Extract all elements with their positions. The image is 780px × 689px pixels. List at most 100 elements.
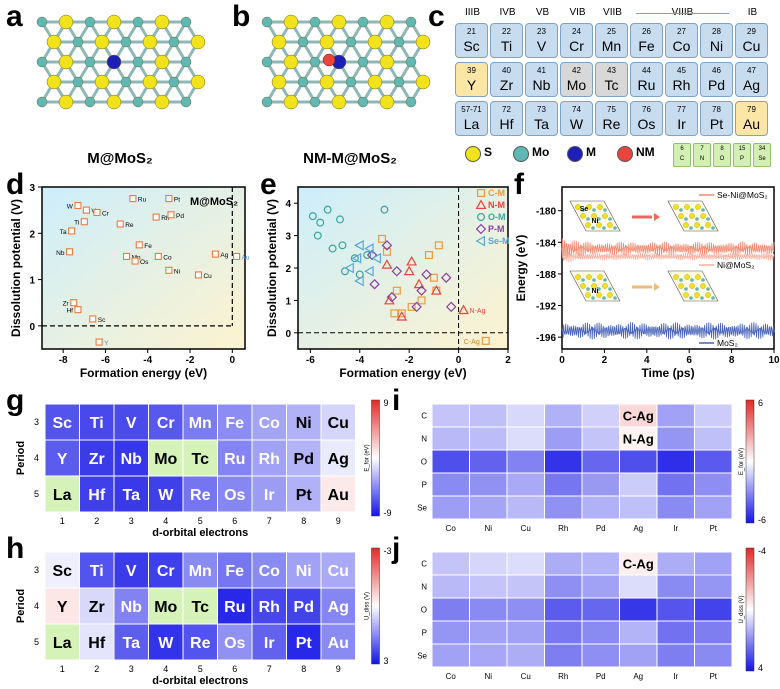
y-axis-label: Period bbox=[15, 441, 27, 475]
element-number: 78 bbox=[712, 105, 721, 114]
sulfur-atom bbox=[58, 94, 74, 110]
cell-annotation: C-Ag bbox=[623, 557, 654, 572]
heat-cell bbox=[544, 643, 583, 668]
element-number: 47 bbox=[747, 66, 756, 75]
heat-cell bbox=[431, 551, 470, 576]
inset-label-se: Se bbox=[580, 206, 589, 213]
cell-symbol: Ta bbox=[123, 487, 141, 504]
legend-entry: Se-Ni@MoS₂ bbox=[717, 190, 768, 200]
group-header: VIB bbox=[569, 7, 586, 18]
molybdenum-atom bbox=[84, 96, 96, 108]
colorbar bbox=[745, 399, 755, 524]
molybdenum-atom bbox=[700, 296, 704, 300]
molybdenum-atom bbox=[168, 36, 180, 48]
y-tick-label: 4 bbox=[34, 601, 39, 611]
molybdenum-atom bbox=[711, 226, 715, 230]
x-tick-label: Pt bbox=[709, 524, 717, 533]
molybdenum-atom bbox=[180, 96, 192, 108]
molybdenum-atom bbox=[684, 287, 688, 291]
sulfur-atom bbox=[694, 292, 700, 298]
group-header: IB bbox=[747, 7, 758, 18]
data-label: Zr bbox=[63, 301, 70, 308]
colorbar-label: U_diss (V) bbox=[365, 592, 371, 620]
panel-label-j: j bbox=[392, 532, 401, 565]
data-point bbox=[194, 271, 203, 279]
element-number: 45 bbox=[677, 66, 686, 75]
heat-cell bbox=[251, 551, 287, 589]
cell-symbol: Nb bbox=[121, 599, 143, 616]
cell-symbol: W bbox=[158, 487, 174, 504]
element-symbol: Os bbox=[637, 116, 656, 132]
element-cell: 45 Rh bbox=[665, 62, 698, 97]
heat-cell bbox=[544, 495, 583, 520]
data-point bbox=[381, 259, 393, 269]
data-label: Ta bbox=[60, 229, 67, 236]
nonmetal-number: 7 bbox=[700, 146, 704, 152]
sulfur-atom bbox=[683, 222, 689, 228]
plot-area bbox=[41, 186, 246, 350]
data-point bbox=[152, 213, 160, 221]
sulfur-atom bbox=[106, 94, 122, 110]
colorbar-label: E_for (eV) bbox=[365, 444, 371, 471]
heat-cell bbox=[506, 472, 545, 497]
x-axis-label: Time (ps) bbox=[641, 366, 694, 380]
data-label: Au bbox=[242, 254, 250, 261]
x-tick-label: Cu bbox=[521, 672, 531, 681]
sulfur-atom bbox=[331, 94, 347, 110]
sulfur-atom bbox=[678, 213, 684, 219]
element-number: 42 bbox=[572, 66, 581, 75]
element-symbol: Ag bbox=[742, 77, 761, 93]
y-axis-label: Period bbox=[15, 589, 27, 623]
molybdenum-atom bbox=[586, 287, 590, 291]
data-label: Cu bbox=[203, 273, 212, 280]
data-point bbox=[68, 227, 76, 235]
element-number: 26 bbox=[642, 27, 651, 36]
nonmetal-number: 6 bbox=[680, 146, 684, 152]
data-point bbox=[396, 310, 408, 321]
data-label: Re bbox=[125, 222, 134, 229]
sulfur-atom bbox=[367, 34, 383, 50]
legend-atom-swatch bbox=[513, 146, 529, 162]
cell-symbol: Mo bbox=[154, 451, 177, 468]
element-symbol: Co bbox=[672, 38, 691, 54]
cell-symbol: Zr bbox=[89, 451, 105, 468]
cell-symbol: Cr bbox=[157, 415, 175, 432]
data-point bbox=[477, 212, 486, 221]
heat-cell bbox=[217, 475, 253, 513]
element-number: 22 bbox=[502, 27, 511, 36]
heat-cell bbox=[182, 439, 218, 477]
heat-cell bbox=[217, 587, 253, 625]
cell-symbol: Ni bbox=[296, 563, 312, 580]
element-symbol: Ta bbox=[534, 116, 549, 132]
structure-nm-m-mos2 bbox=[261, 14, 431, 110]
sulfur-atom bbox=[415, 34, 431, 50]
sulfur-atom bbox=[190, 74, 206, 90]
panel-label-a: a bbox=[6, 0, 23, 33]
cell-symbol: Mn bbox=[189, 563, 212, 580]
heat-cell bbox=[619, 472, 658, 497]
heat-cell bbox=[619, 495, 658, 520]
data-point bbox=[351, 252, 362, 264]
molybdenum-atom bbox=[690, 278, 694, 282]
colorbar-min: 3 bbox=[384, 656, 389, 666]
molybdenum-atom bbox=[706, 217, 710, 221]
heat-cell bbox=[431, 620, 470, 645]
heat-cell bbox=[656, 620, 695, 645]
element-symbol: Fe bbox=[638, 38, 655, 54]
y-tick-label: N bbox=[421, 435, 427, 444]
element-number: 21 bbox=[467, 27, 476, 36]
heat-cell bbox=[320, 623, 356, 661]
viiib-bracket bbox=[636, 13, 729, 14]
chart-f: 0 2 4 6 8 10 -180 -184 -188 -192 -196 Time (ps) Ener… bbox=[514, 186, 780, 380]
data-label: Sc bbox=[98, 317, 106, 324]
data-label: Fe bbox=[144, 243, 152, 250]
sulfur-atom bbox=[607, 292, 613, 298]
cell-annotation: N-Ag bbox=[623, 432, 654, 447]
heat-cell bbox=[431, 574, 470, 599]
legend-atom-label: Mo bbox=[532, 145, 550, 159]
legend-atom-label: S bbox=[484, 145, 493, 159]
heat-cell bbox=[286, 551, 322, 589]
cell-symbol: Tc bbox=[192, 599, 210, 616]
heat-cell bbox=[431, 426, 470, 451]
